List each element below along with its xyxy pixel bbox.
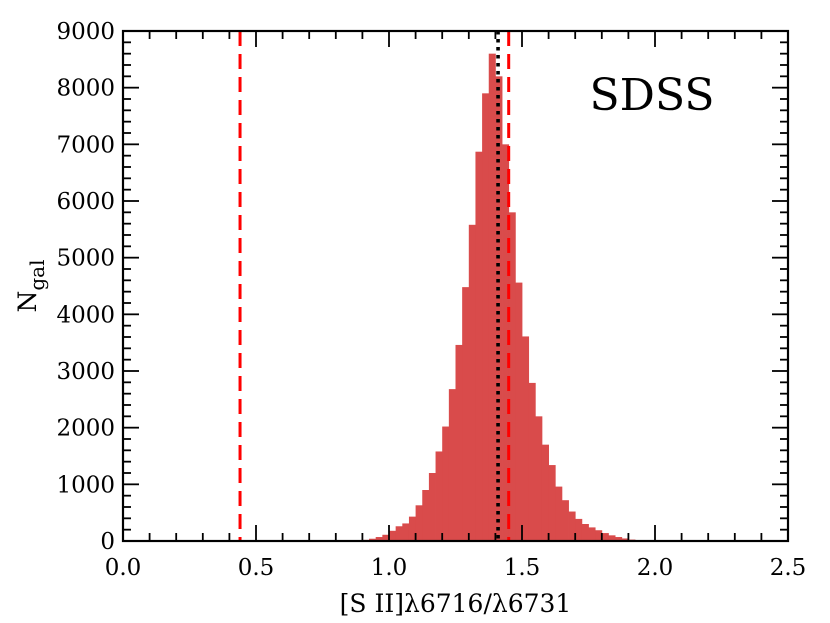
histogram-bar bbox=[541, 444, 549, 541]
histogram-bar bbox=[621, 538, 629, 541]
histogram-bar bbox=[615, 537, 623, 541]
histogram-bar bbox=[395, 526, 403, 541]
sdss-annotation: SDSS bbox=[590, 70, 715, 121]
y-axis-label-subscript: gal bbox=[25, 260, 49, 291]
histogram-bar bbox=[389, 530, 397, 541]
histogram-bar bbox=[575, 518, 583, 541]
plot-frame bbox=[121, 29, 790, 543]
svg-text:Ngal: Ngal bbox=[13, 260, 49, 313]
x-tick-label: 0.5 bbox=[238, 555, 275, 581]
y-tick-label: 5000 bbox=[56, 246, 115, 272]
x-tick-label: 1.0 bbox=[371, 555, 408, 581]
histogram-bar bbox=[408, 516, 416, 541]
histogram-bar bbox=[482, 93, 490, 541]
histogram-bar bbox=[502, 144, 510, 542]
histogram-bar bbox=[455, 344, 463, 541]
histogram-bar bbox=[561, 500, 569, 541]
histogram-bar bbox=[528, 382, 536, 541]
histogram-bar bbox=[369, 538, 377, 541]
y-tick-label: 8000 bbox=[56, 76, 115, 102]
histogram-bar bbox=[475, 151, 483, 541]
histogram-bar bbox=[428, 473, 436, 541]
histogram-bar bbox=[375, 537, 383, 541]
x-tick-label: 0.0 bbox=[105, 555, 142, 581]
histogram-bar bbox=[548, 465, 556, 541]
histogram-bar bbox=[462, 287, 470, 541]
histogram-bar bbox=[508, 212, 516, 542]
histogram-bar bbox=[581, 524, 589, 541]
y-tick-label: 9000 bbox=[56, 19, 115, 45]
histogram-bar bbox=[595, 530, 603, 541]
y-tick-label: 0 bbox=[100, 529, 115, 555]
histogram-bar bbox=[608, 535, 616, 541]
x-tick-label: 2.5 bbox=[770, 555, 807, 581]
histogram-bar bbox=[382, 534, 390, 541]
y-tick-label: 4000 bbox=[56, 302, 115, 328]
histogram-bar bbox=[422, 490, 430, 541]
histogram-bar bbox=[415, 505, 423, 541]
histogram-bar bbox=[468, 224, 476, 542]
histogram-bar bbox=[588, 527, 596, 541]
y-tick-label: 6000 bbox=[56, 189, 115, 215]
histogram-bar bbox=[515, 282, 523, 541]
histogram-bar bbox=[495, 76, 503, 541]
y-tick-label: 3000 bbox=[56, 359, 115, 385]
histogram-bar bbox=[522, 336, 530, 541]
tick-labels: 0.0 0.5 1.0 1.5 2.0 2.5 0 1000 2000 3000 4000 5000 6… bbox=[56, 19, 806, 581]
histogram-bar bbox=[568, 511, 576, 541]
histogram-bar bbox=[402, 523, 410, 541]
histogram-bars bbox=[349, 53, 669, 542]
y-tick-label: 2000 bbox=[56, 416, 115, 442]
histogram-bar bbox=[435, 451, 443, 541]
histogram-bar bbox=[535, 416, 543, 541]
histogram-bar bbox=[488, 53, 496, 542]
y-tick-label: 1000 bbox=[56, 472, 115, 498]
reference-lines bbox=[238, 31, 511, 541]
y-axis-label-main: N bbox=[13, 291, 42, 313]
y-tick-label: 7000 bbox=[56, 132, 115, 158]
histogram-bar bbox=[448, 389, 456, 541]
x-tick-label: 1.5 bbox=[504, 555, 541, 581]
x-tick-label: 2.0 bbox=[637, 555, 674, 581]
histogram-bar bbox=[442, 426, 450, 541]
histogram-bar bbox=[555, 486, 563, 541]
axis-ticks bbox=[122, 30, 789, 542]
y-axis-label: Ngal bbox=[13, 260, 49, 313]
histogram-bar bbox=[601, 533, 609, 541]
x-axis-label: [S II]λ6716/λ6731 bbox=[340, 589, 572, 618]
